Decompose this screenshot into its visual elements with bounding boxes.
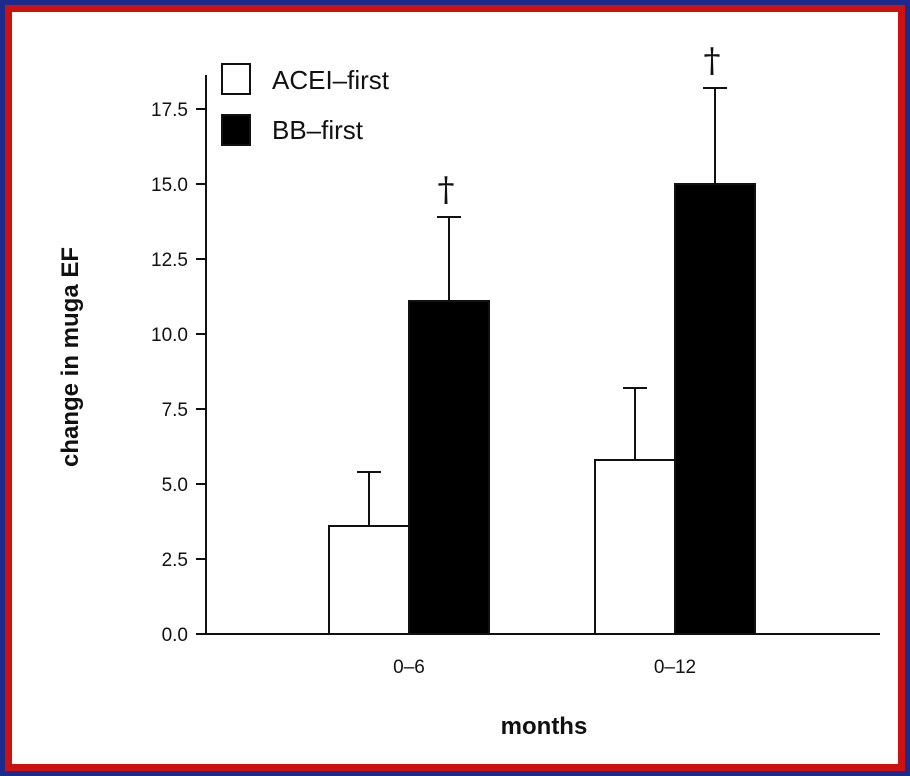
x-axis-title: months: [501, 713, 588, 740]
bar-acei-0-6: [328, 525, 410, 635]
legend-label-acei: ACEI–first: [272, 65, 390, 95]
x-tick-label: 0–12: [654, 657, 696, 678]
y-tick-label: 5.0: [162, 475, 188, 496]
legend-label-bb: BB–first: [272, 115, 364, 145]
y-tick-label: 12.5: [151, 250, 188, 271]
y-tick-label: 15.0: [151, 175, 188, 196]
y-tick-label: 2.5: [162, 550, 188, 571]
y-tick-label: 17.5: [151, 100, 188, 121]
bar-bb-0-12: [674, 183, 756, 635]
bar-bb-0-6: [408, 300, 490, 635]
dagger-marker: †: [704, 41, 721, 81]
x-tick-label: 0–6: [393, 657, 425, 678]
y-tick-label: 10.0: [151, 325, 188, 346]
y-tick-label: 7.5: [162, 400, 188, 421]
significance-markers: ††: [438, 41, 721, 210]
legend-swatch-acei: [221, 63, 251, 95]
y-axis-ticks: 0.0 2.5 5.0 7.5 10.0 12.5 15.0 17.5: [151, 100, 206, 646]
bars: [328, 183, 756, 635]
x-axis-ticks: 0–6 0–12: [393, 657, 696, 678]
bar-acei-0-12: [594, 459, 676, 635]
y-axis-title: change in muga EF: [57, 247, 84, 467]
legend: ACEI–first BB–first: [221, 63, 390, 146]
y-tick-label: 0.0: [162, 625, 188, 646]
error-bars: [357, 87, 727, 526]
dagger-marker: †: [438, 170, 455, 210]
legend-swatch-bb: [221, 114, 251, 146]
